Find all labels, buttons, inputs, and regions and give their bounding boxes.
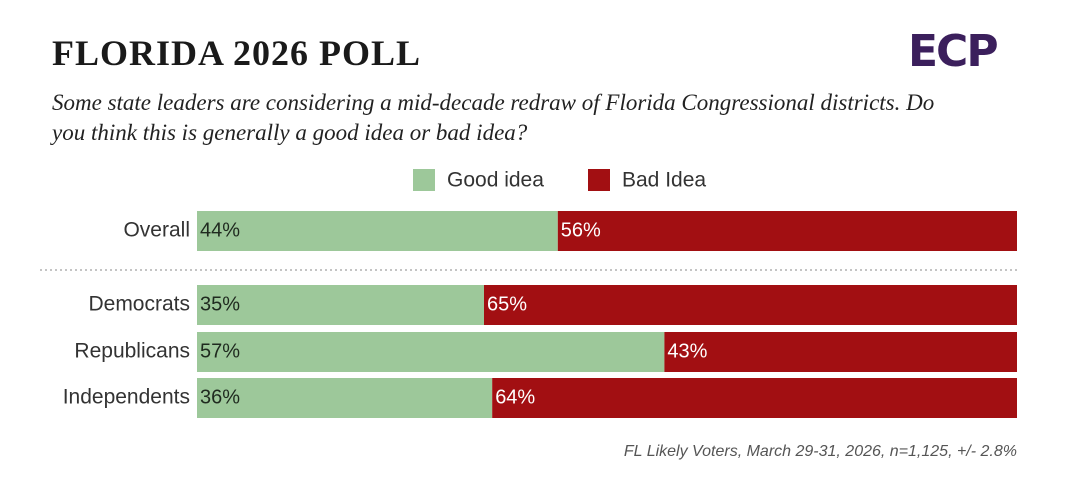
bar-segment [557,211,1017,251]
legend-swatch [413,169,435,191]
bar-segment [197,285,484,325]
value-label: 43% [667,340,707,362]
legend-swatch [588,169,610,191]
value-label: 64% [495,386,535,408]
category-label: Overall [123,219,190,242]
bar-segment [664,332,1017,372]
bar-segment [484,285,1017,325]
bar-segment [197,378,493,418]
footnote: FL Likely Voters, March 29-31, 2026, n=1… [624,443,1017,460]
value-label: 56% [561,219,601,241]
logo: ECP [908,26,999,77]
value-label: 57% [200,340,240,362]
chart-subtitle: Some state leaders are considering a mid… [52,90,935,145]
legend-label: Good idea [447,169,544,192]
chart-title: FLORIDA 2026 POLL [52,33,422,73]
value-label: 65% [487,293,527,315]
category-label: Democrats [88,293,190,316]
category-label: Independents [63,386,190,409]
value-label: 36% [200,386,240,408]
bar-segment [492,378,1017,418]
bar-segment [197,332,665,372]
value-label: 35% [200,293,240,315]
value-label: 44% [200,219,240,241]
category-label: Republicans [74,340,190,363]
bar-segment [197,211,558,251]
legend-label: Bad Idea [622,169,706,192]
